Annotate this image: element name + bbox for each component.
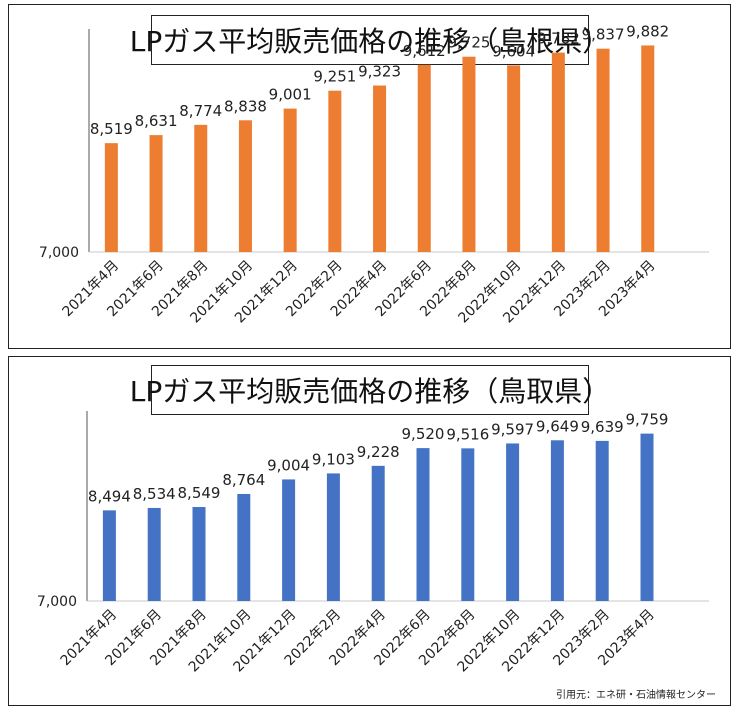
data-label: 9,649 [536,417,579,435]
data-label: 9,759 [626,411,669,429]
bar [238,120,252,252]
bar [147,507,161,601]
chart-title: LPガス平均販売価格の推移（鳥取県） [130,365,610,415]
data-label: 9,782 [537,30,580,48]
bar [192,507,206,601]
bar [596,48,610,252]
bar [641,45,655,252]
data-label: 9,597 [491,420,534,438]
data-label: 9,103 [312,450,355,468]
data-label: 8,519 [90,120,133,138]
y-tick-label: 7,000 [37,594,77,610]
chart-title: LPガス平均販売価格の推移（島根県） [130,15,610,65]
data-label: 9,004 [267,456,310,474]
bar [326,473,340,601]
data-label: 8,494 [88,487,131,505]
bar [550,440,564,601]
data-label: 8,838 [224,97,267,115]
data-label: 9,251 [313,68,356,86]
data-label: 9,612 [403,42,446,60]
bar [373,85,387,252]
y-tick-label: 7,000 [39,245,79,261]
bar [507,65,521,252]
bar [102,510,116,601]
bar-chart-tottori: 7,0008,4942021年4月8,5342021年6月8,5492021年8… [37,411,709,675]
bar [328,90,342,252]
bar [237,493,251,601]
source-note: 引用元：エネ研・石油情報センター [556,690,716,701]
bar [194,124,208,252]
bar [462,56,476,253]
bar [506,443,520,601]
data-label: 8,549 [178,484,221,502]
chart-panel-shimane: LPガス平均販売価格の推移（島根県） 7,000 8,519 2021年4月 8,63… [8,4,731,349]
data-label: 8,764 [222,471,265,489]
bar [283,108,297,252]
bar [595,440,609,601]
data-label: 9,639 [581,418,624,436]
data-label: 9,520 [402,425,445,443]
bar [461,448,475,601]
data-label: 9,882 [626,22,669,40]
data-label: 9,228 [357,443,400,461]
bar [416,448,430,601]
data-label: 8,631 [135,112,178,130]
data-label: 9,001 [269,86,312,104]
data-label: 8,534 [133,485,176,503]
bar [417,64,431,252]
chart-panel-tottori: LPガス平均販売価格の推移（鳥取県） 7,000 8,494 2021年4月 8,53… [8,356,731,706]
bar [371,465,385,601]
data-label: 9,323 [358,63,401,81]
bar-chart-shimane: 7,0008,5192021年4月8,6312021年6月8,7742021年8… [39,22,709,326]
data-label: 8,774 [179,102,222,120]
bar [149,135,163,252]
data-label: 9,516 [446,425,489,443]
bar [282,479,296,601]
data-label: 9,604 [492,42,535,60]
bar [104,143,118,252]
bar [551,52,565,252]
data-label: 9,837 [582,26,625,44]
data-label: 9,725 [447,34,490,52]
bar [640,433,654,601]
